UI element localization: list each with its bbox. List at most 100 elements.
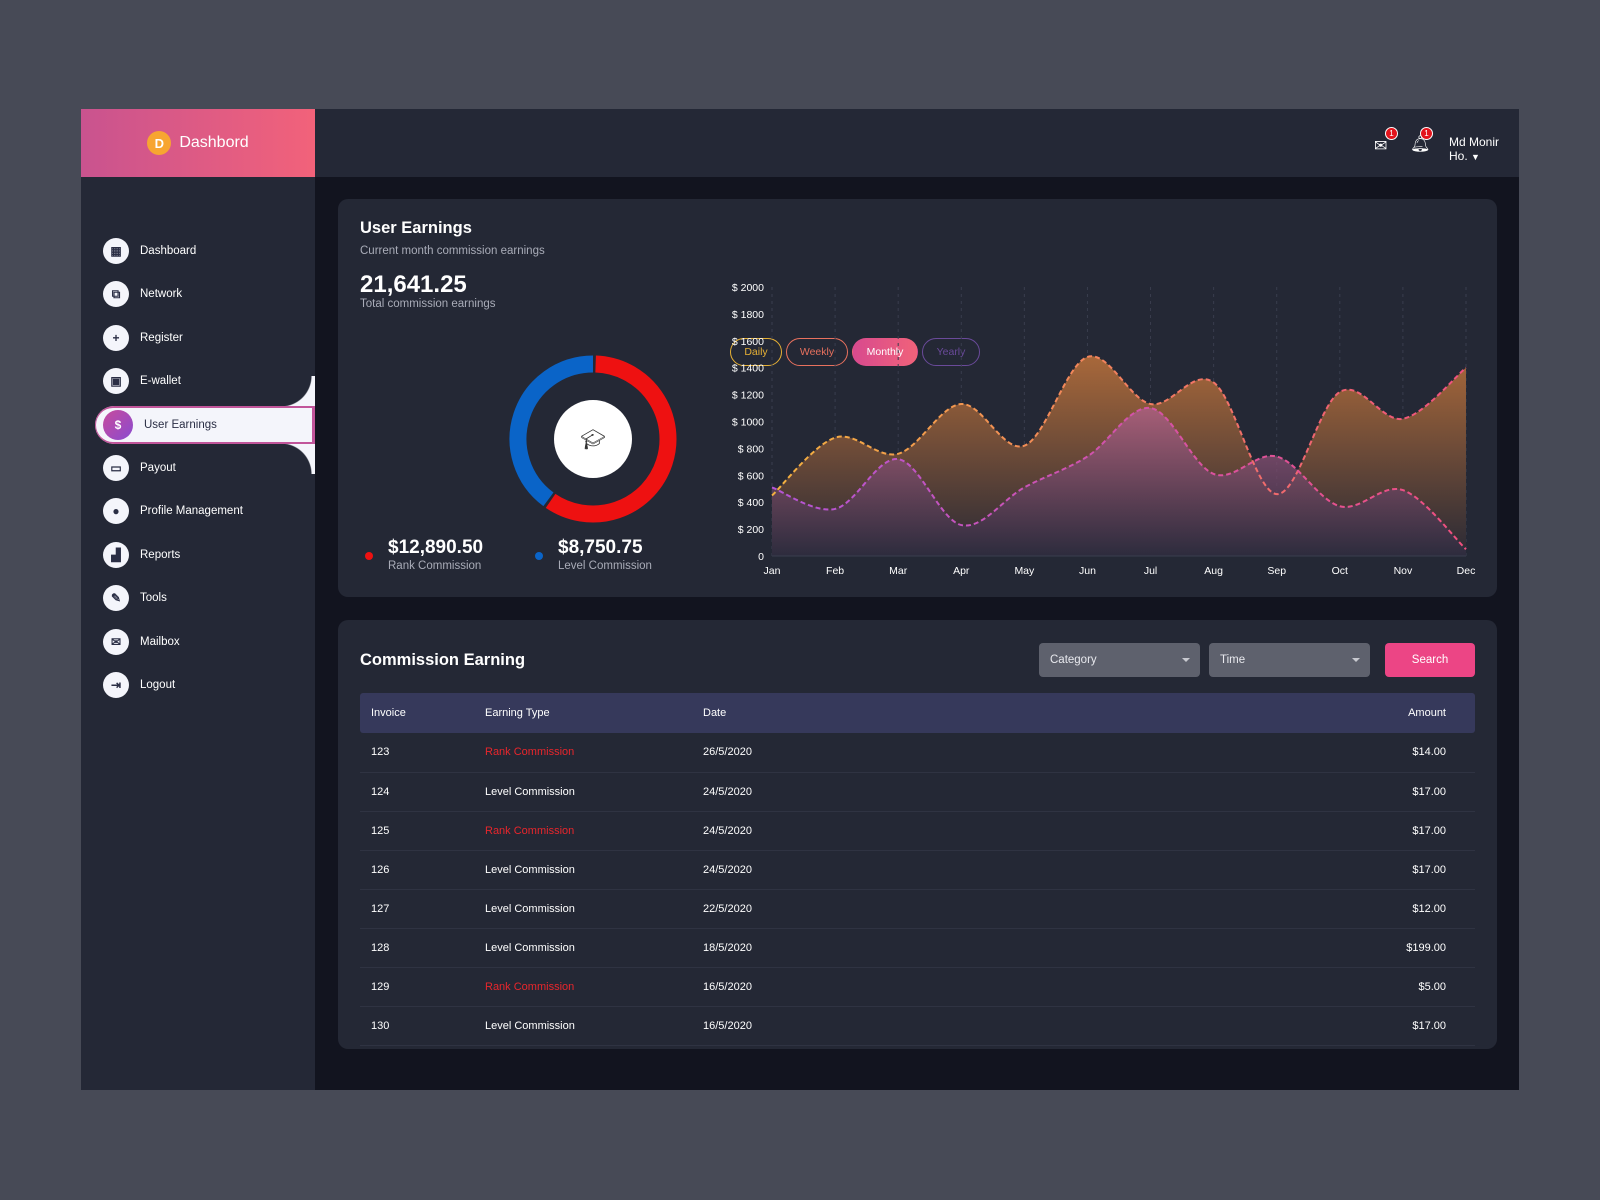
x-tick-label: Nov	[1394, 565, 1413, 577]
briefcase-icon: ▣	[103, 368, 129, 395]
level-label: Level Commission	[558, 560, 652, 572]
table-row[interactable]: 126 Level Commission 24/5/2020 $17.00	[360, 850, 1475, 890]
y-tick-label: $ 1200	[732, 390, 764, 402]
sidebar-item-label: Profile Management	[140, 505, 243, 518]
notification-badge: 1	[1420, 127, 1433, 140]
x-tick-label: Sep	[1267, 565, 1286, 577]
tab-weekly[interactable]: Weekly	[786, 338, 848, 366]
earning-type-cell: Rank Commission	[474, 967, 692, 1007]
table-row[interactable]: 130 Level Commission 16/5/2020 $17.00	[360, 1006, 1475, 1046]
table-row[interactable]: 127 Level Commission 22/5/2020 $12.00	[360, 889, 1475, 929]
level-dot	[535, 552, 543, 560]
sidebar-item-payout[interactable]: ▭ Payout	[95, 449, 315, 487]
sidebar-item-e-wallet[interactable]: ▣ E-wallet	[95, 362, 315, 400]
y-tick-label: $ 1600	[732, 336, 764, 348]
x-tick-label: Aug	[1204, 565, 1223, 577]
active-tab-curve	[281, 443, 315, 474]
card-subtitle: Current month commission earnings	[360, 245, 545, 257]
col-amount[interactable]: Amount	[1027, 693, 1475, 733]
amount-cell: $17.00	[1027, 811, 1475, 851]
tab-yearly[interactable]: Yearly	[922, 338, 980, 366]
y-tick-label: $ 1400	[732, 363, 764, 375]
user-menu[interactable]: Md Monir Ho. ▼	[1449, 135, 1519, 163]
sidebar-item-tools[interactable]: ✎ Tools	[95, 579, 315, 617]
caret-down-icon: ▼	[1471, 152, 1480, 162]
time-select[interactable]: Time	[1209, 643, 1370, 677]
amount-cell: $17.00	[1027, 1006, 1475, 1046]
series-2-area	[772, 407, 1466, 556]
rank-commission-slice	[545, 355, 677, 523]
top-bar: ✉ 1 🔔︎ 1 Md Monir Ho. ▼	[315, 109, 1519, 177]
date-cell: 22/5/2020	[692, 889, 1028, 929]
grid-icon: ▦	[103, 238, 129, 264]
x-tick-label: Jun	[1079, 565, 1096, 577]
invoice-cell: 125	[360, 811, 474, 851]
table-row[interactable]: 125 Rank Commission 24/5/2020 $17.00	[360, 811, 1475, 851]
y-tick-label: $ 2000	[732, 282, 764, 294]
total-earnings: 21,641.25	[360, 271, 467, 298]
tab-daily[interactable]: Daily	[730, 338, 782, 366]
invoice-cell: 123	[360, 733, 474, 773]
date-cell: 24/5/2020	[692, 811, 1028, 851]
mail-icon[interactable]: ✉	[1374, 138, 1388, 155]
earning-type-cell: Level Commission	[474, 850, 692, 890]
category-select[interactable]: Category	[1039, 643, 1200, 677]
tab-monthly[interactable]: Monthly	[852, 338, 918, 366]
envelope-icon: ✉	[103, 628, 129, 655]
invoice-cell: 128	[360, 928, 474, 968]
earnings-area-chart: 0 $ 200 $ 400 $ 600 $ 800 $ 1000 $ 1200 $ 1400 $…	[732, 282, 1476, 577]
level-commission-slice	[509, 355, 594, 507]
sidebar-item-profile-management[interactable]: ● Profile Management	[95, 492, 315, 530]
invoice-cell: 129	[360, 967, 474, 1007]
col-invoice[interactable]: Invoice	[360, 693, 474, 733]
sidebar-item-mailbox[interactable]: ✉ Mailbox	[95, 623, 315, 661]
sidebar-item-register[interactable]: + Register	[95, 319, 315, 357]
col-earning-type[interactable]: Earning Type	[474, 693, 692, 733]
sidebar-item-label: Register	[140, 331, 183, 344]
earning-type-cell: Rank Commission	[474, 733, 692, 773]
amount-cell: $199.00	[1027, 928, 1475, 968]
table-row[interactable]: 123 Rank Commission 26/5/2020 $14.00	[360, 733, 1475, 773]
brand-name: Dashbord	[179, 134, 249, 151]
amount-cell: $5.00	[1027, 967, 1475, 1007]
user-name: Md Monir Ho.	[1449, 135, 1500, 163]
series-1-line	[771, 355, 1467, 497]
brand-logo[interactable]: D Dashbord	[81, 109, 315, 177]
sidebar-item-user-earnings[interactable]: $ User Earnings	[95, 405, 315, 444]
search-button[interactable]: Search	[1385, 643, 1475, 677]
sidebar-item-label: Dashboard	[140, 245, 197, 257]
sidebar-item-label: E-wallet	[140, 375, 181, 388]
amount-cell: $17.00	[1027, 772, 1475, 812]
mail-badge: 1	[1385, 127, 1398, 140]
amount-cell: $14.00	[1027, 733, 1475, 773]
amount-cell: $12.00	[1027, 889, 1475, 929]
earning-type-cell: Rank Commission	[474, 811, 692, 851]
sidebar-item-label: User Earnings	[144, 418, 217, 431]
category-select-value: Category	[1050, 654, 1097, 666]
date-cell: 16/5/2020	[692, 1006, 1028, 1046]
col-date[interactable]: Date	[692, 693, 1028, 733]
sidebar-item-label: Logout	[140, 679, 176, 691]
table-header: Invoice Earning Type Date Amount	[360, 693, 1475, 733]
sidebar-item-dashboard[interactable]: ▦ Dashboard	[95, 232, 315, 270]
sidebar-item-logout[interactable]: ⇥ Logout	[95, 666, 315, 704]
table-row[interactable]: 129 Rank Commission 16/5/2020 $5.00	[360, 967, 1475, 1007]
table-row[interactable]: 124 Level Commission 24/5/2020 $17.00	[360, 772, 1475, 812]
bell-icon[interactable]: 🔔︎	[1410, 136, 1431, 153]
earning-type-cell: Level Commission	[474, 889, 692, 929]
earning-type-cell: Level Commission	[474, 1006, 692, 1046]
x-tick-label: Dec	[1457, 565, 1476, 577]
dollar-icon: $	[103, 409, 133, 440]
date-cell: 24/5/2020	[692, 772, 1028, 812]
app-window: D Dashbord ✉ 1 🔔︎ 1 Md Monir Ho. ▼ ▦ Dash…	[81, 109, 1519, 1090]
earning-type-cell: Level Commission	[474, 772, 692, 812]
table-row[interactable]: 128 Level Commission 18/5/2020 $199.00	[360, 928, 1475, 968]
sidebar: ▦ Dashboard ⧉ Network + Register ▣ E-wallet $ Use…	[81, 177, 315, 1090]
sidebar-item-network[interactable]: ⧉ Network	[95, 275, 315, 313]
x-tick-label: May	[1014, 565, 1035, 577]
logout-icon: ⇥	[103, 672, 129, 698]
level-amount: $8,750.75	[558, 537, 643, 558]
caret-down-icon	[1182, 658, 1190, 666]
y-tick-label: 0	[758, 551, 764, 563]
sidebar-item-reports[interactable]: ▟ Reports	[95, 536, 315, 574]
